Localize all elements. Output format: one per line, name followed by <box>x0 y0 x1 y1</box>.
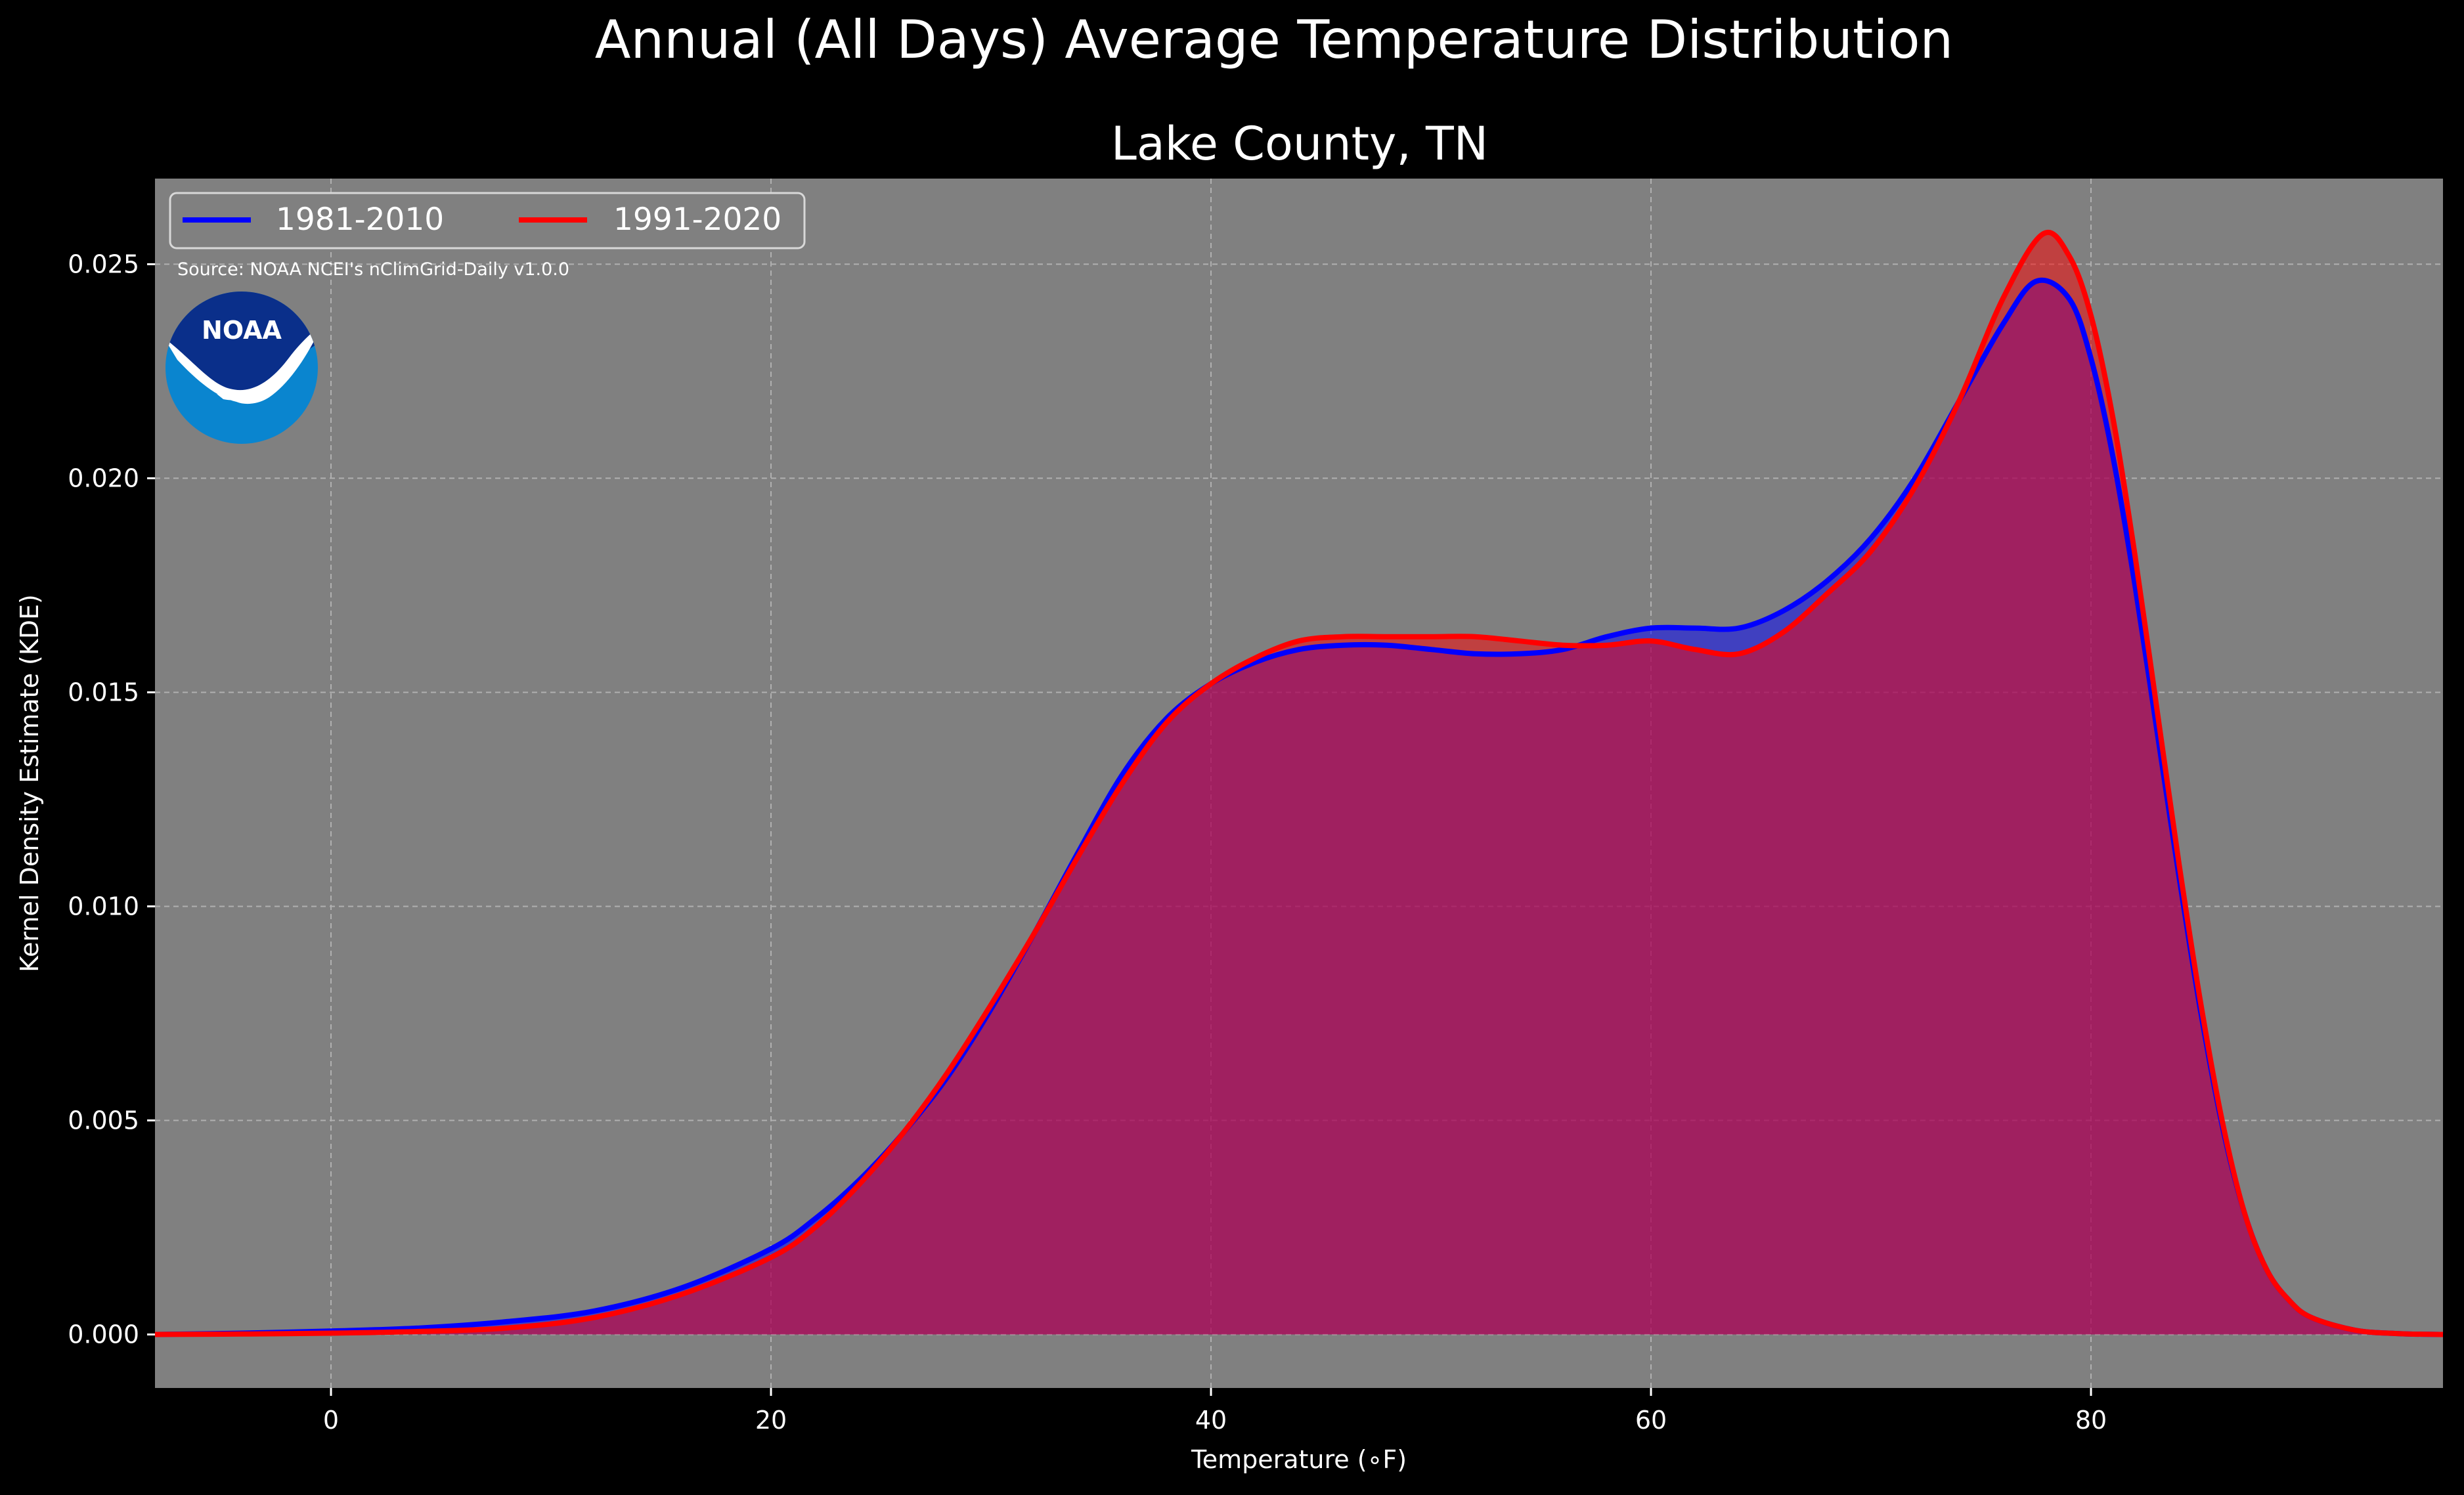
x-tick-label: 0 <box>323 1406 339 1435</box>
noaa-logo-wing <box>217 389 259 401</box>
y-tick-label: 0.025 <box>68 249 139 278</box>
x-axis-ticks: 0 20 40 60 80 <box>323 1388 2107 1435</box>
y-tick-label: 0.020 <box>68 464 139 492</box>
noaa-logo-text: NOAA <box>202 316 282 345</box>
y-tick-label: 0.010 <box>68 892 139 921</box>
y-tick-label: 0.005 <box>68 1106 139 1135</box>
legend: 1981-2010 1991-2020 <box>169 192 806 249</box>
chart-title: Lake County, TN <box>1111 117 1488 171</box>
x-tick-label: 60 <box>1635 1406 1667 1435</box>
legend-label-1981-2010: 1981-2010 <box>276 202 444 238</box>
source-note: Source: NOAA NCEI's nClimGrid-Daily v1.0… <box>177 259 569 280</box>
y-axis-label: Kernel Density Estimate (KDE) <box>15 594 44 972</box>
figure-suptitle: Annual (All Days) Average Temperature Di… <box>595 9 1953 70</box>
legend-box <box>169 192 806 249</box>
series-line-1991-2020 <box>154 230 2444 1337</box>
noaa-logo-gull <box>165 325 318 404</box>
y-tick-label: 0.015 <box>68 678 139 706</box>
y-axis-ticks: 0.000 0.005 0.010 0.015 0.020 0.025 <box>68 249 155 1349</box>
y-tick-label: 0.000 <box>68 1320 139 1349</box>
noaa-logo: NOAA <box>165 292 318 444</box>
x-tick-label: 40 <box>1195 1406 1227 1435</box>
x-tick-label: 20 <box>755 1406 787 1435</box>
x-tick-label: 80 <box>2075 1406 2107 1435</box>
legend-label-1991-2020: 1991-2020 <box>613 202 781 238</box>
series-area-1991-2020 <box>155 232 2443 1335</box>
series-layer <box>154 230 2444 1337</box>
x-axis-label: Temperature (∘F) <box>1191 1445 1407 1474</box>
